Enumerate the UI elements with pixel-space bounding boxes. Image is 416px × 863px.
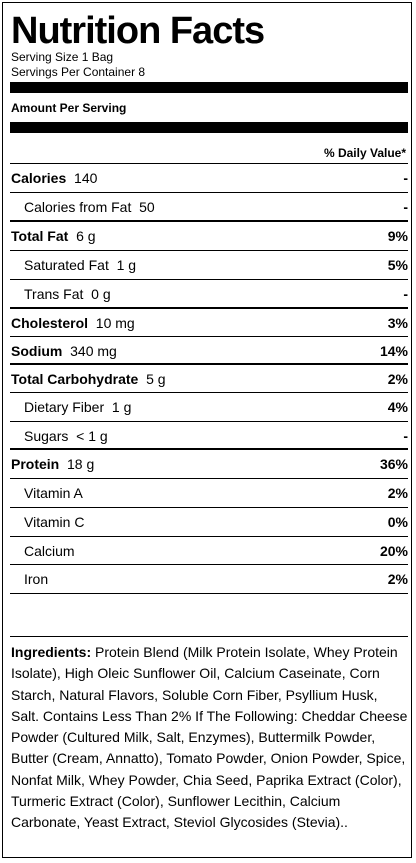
ingredients-block: Ingredients: Protein Blend (Milk Protein… [11,642,409,834]
row-daily-value: 2% [387,571,408,587]
row-calories-from-fat: Calories from Fat 50 - [10,193,408,221]
row-amount: < 1 g [76,428,108,444]
row-name: Sugars < 1 g [24,422,108,450]
row-label: Sodium [11,343,63,359]
row-dietary-fiber: Dietary Fiber 1 g 4% [10,393,408,421]
ingredients-label: Ingredients: [11,644,92,660]
row-daily-value: 3% [387,315,408,331]
thick-divider [10,122,408,133]
row-name: Dietary Fiber 1 g [24,393,131,421]
serving-size: Serving Size 1 Bag [11,50,114,64]
row-amount: 140 [74,170,98,186]
row-total-fat: Total Fat 6 g 9% [10,222,408,250]
row-divider [10,507,408,508]
row-label: Total Fat [11,228,69,244]
row-sodium: Sodium 340 mg 14% [10,337,408,365]
row-calories: Calories 140 - [10,164,408,192]
row-amount: 50 [139,199,155,215]
row-label: Saturated Fat [24,257,109,273]
row-divider [10,564,408,565]
row-label: Protein [11,456,60,472]
row-label: Sugars [24,428,69,444]
row-vitamin-c: Vitamin C 0% [10,508,408,536]
row-label: Dietary Fiber [24,399,105,415]
ingredients-divider [10,636,408,637]
row-label: Total Carbohydrate [11,371,139,387]
row-name: Cholesterol 10 mg [11,309,135,337]
row-divider [10,448,408,450]
row-daily-value: 2% [387,371,408,387]
row-name: Calories from Fat 50 [24,193,155,221]
row-amount: 18 g [67,456,95,472]
row-total-carbohydrate: Total Carbohydrate 5 g 2% [10,365,408,393]
row-divider [10,220,408,222]
row-daily-value: - [403,170,408,186]
row-amount: 6 g [76,228,96,244]
row-label: Calcium [24,543,75,559]
row-vitamin-a: Vitamin A 2% [10,479,408,507]
daily-value-header: % Daily Value* [323,146,406,160]
row-divider [10,279,408,280]
row-amount: 340 mg [70,343,117,359]
row-iron: Iron 2% [10,565,408,593]
row-calcium: Calcium 20% [10,537,408,565]
row-name: Total Fat 6 g [11,222,96,250]
servings-per-container: Servings Per Container 8 [11,65,146,79]
row-name: Sodium 340 mg [11,337,117,365]
row-name: Saturated Fat 1 g [24,251,136,279]
row-divider [10,536,408,537]
row-name: Trans Fat 0 g [24,280,111,308]
row-amount: 0 g [91,286,111,302]
row-label: Cholesterol [11,315,89,331]
row-protein: Protein 18 g 36% [10,450,408,478]
row-label: Trans Fat [24,286,84,302]
row-trans-fat: Trans Fat 0 g - [10,280,408,308]
row-saturated-fat: Saturated Fat 1 g 5% [10,251,408,279]
row-label: Calories from Fat [24,199,132,215]
row-divider [10,250,408,251]
row-divider [10,363,408,365]
row-daily-value: 5% [387,257,408,273]
row-amount: 5 g [146,371,166,387]
ingredients-text: Protein Blend (Milk Protein Isolate, Whe… [11,644,408,831]
nutrition-label: Nutrition Facts Serving Size 1 Bag Servi… [2,2,412,858]
row-daily-value: 14% [379,343,408,359]
row-daily-value: 0% [387,514,408,530]
row-daily-value: 36% [379,456,408,472]
row-divider [10,392,408,393]
thick-divider [10,82,408,93]
row-divider [10,163,408,164]
row-daily-value: 9% [387,228,408,244]
row-label: Iron [24,571,49,587]
row-divider [10,593,408,594]
row-divider [10,336,408,337]
row-label: Calories [11,170,67,186]
row-label: Vitamin C [24,514,85,530]
row-cholesterol: Cholesterol 10 mg 3% [10,309,408,337]
row-name: Protein 18 g [11,450,94,478]
row-label: Vitamin A [24,485,83,501]
row-daily-value: - [403,199,408,215]
row-name: Calories 140 [11,164,97,192]
label-title: Nutrition Facts [11,10,265,52]
row-daily-value: - [403,428,408,444]
row-daily-value: 4% [387,399,408,415]
row-divider [10,421,408,422]
row-amount: 1 g [111,399,132,415]
row-divider [10,192,408,193]
row-daily-value: - [403,286,408,302]
row-sugars: Sugars < 1 g - [10,422,408,450]
row-amount: 10 mg [95,315,135,331]
amount-per-serving: Amount Per Serving [11,101,127,115]
row-daily-value: 2% [387,485,408,501]
row-daily-value: 20% [379,543,408,559]
row-divider [10,478,408,479]
row-divider [10,307,408,309]
row-amount: 1 g [116,257,137,273]
row-name: Total Carbohydrate 5 g [11,365,166,393]
